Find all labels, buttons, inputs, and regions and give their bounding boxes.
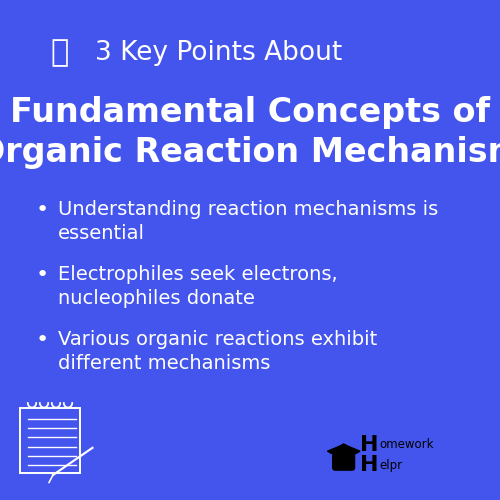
Text: Fundamental Concepts of: Fundamental Concepts of <box>10 96 490 129</box>
Text: H: H <box>360 435 378 455</box>
Text: elpr: elpr <box>379 458 402 471</box>
Text: •: • <box>36 265 49 285</box>
Text: Organic Reaction Mechanism: Organic Reaction Mechanism <box>0 136 500 169</box>
Polygon shape <box>332 444 355 458</box>
Text: 3 Key Points About: 3 Key Points About <box>95 40 342 66</box>
Text: •: • <box>36 200 49 220</box>
FancyBboxPatch shape <box>332 454 354 470</box>
Text: •: • <box>36 330 49 350</box>
Polygon shape <box>328 444 360 460</box>
Text: Electrophiles seek electrons,
nucleophiles donate: Electrophiles seek electrons, nucleophil… <box>58 265 337 308</box>
Text: Various organic reactions exhibit
different mechanisms: Various organic reactions exhibit differ… <box>58 330 377 373</box>
Text: omework: omework <box>379 438 434 452</box>
Text: Understanding reaction mechanisms is
essential: Understanding reaction mechanisms is ess… <box>58 200 438 244</box>
Text: 💡: 💡 <box>51 38 69 67</box>
Text: H: H <box>360 455 378 475</box>
